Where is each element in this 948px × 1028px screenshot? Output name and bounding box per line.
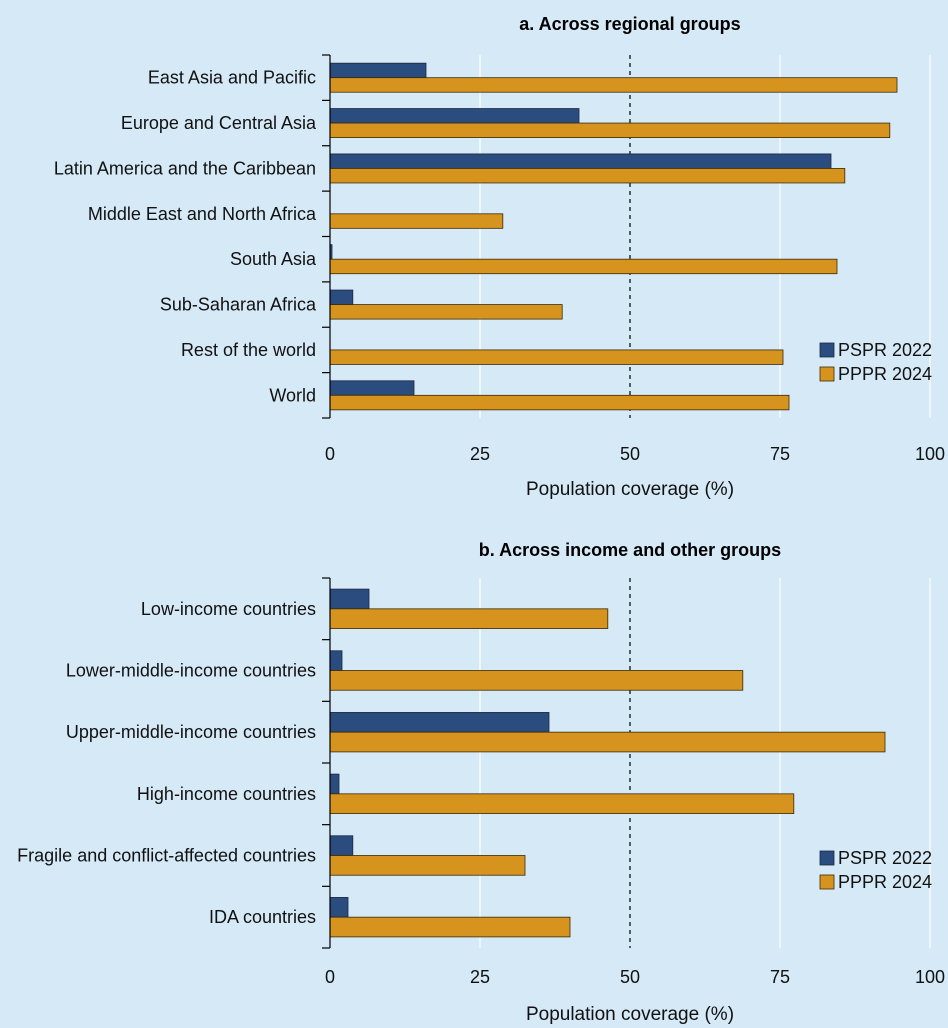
x-axis-label: Population coverage (%) bbox=[526, 479, 734, 500]
chart-title: a. Across regional groups bbox=[519, 14, 740, 34]
category-label: East Asia and Pacific bbox=[148, 68, 316, 88]
legend: PSPR 2022 PPPR 2024 bbox=[819, 340, 932, 384]
bar-pppr-2024 bbox=[329, 349, 784, 365]
legend-label: PSPR 2022 bbox=[838, 340, 932, 360]
legend-swatch bbox=[819, 850, 835, 866]
category-label: Low-income countries bbox=[141, 599, 316, 619]
legend: PSPR 2022 PPPR 2024 bbox=[819, 848, 932, 892]
legend-label: PSPR 2022 bbox=[838, 848, 932, 868]
bar-pspr-2022 bbox=[329, 62, 427, 79]
category-label: Middle East and North Africa bbox=[88, 204, 317, 224]
category-label: Lower-middle-income countries bbox=[66, 661, 316, 681]
x-tick-label: 25 bbox=[470, 967, 490, 987]
chart-panel-b: b. Across income and other groups Low-inc… bbox=[17, 540, 945, 1025]
bar-pppr-2024 bbox=[329, 213, 504, 229]
bar-pspr-2022 bbox=[329, 773, 340, 795]
category-label: Latin America and the Caribbean bbox=[54, 158, 316, 178]
x-axis-label: Population coverage (%) bbox=[526, 1004, 734, 1025]
legend-swatch bbox=[819, 366, 835, 382]
x-tick-label: 0 bbox=[325, 967, 335, 987]
bar-pppr-2024 bbox=[329, 916, 571, 938]
bar-pppr-2024 bbox=[329, 304, 563, 320]
category-label: IDA countries bbox=[209, 907, 316, 927]
chart-title: b. Across income and other groups bbox=[479, 540, 781, 560]
bar-pppr-2024 bbox=[329, 731, 886, 753]
bar-pppr-2024 bbox=[329, 608, 609, 629]
x-tick-label: 75 bbox=[770, 444, 790, 464]
legend-swatch bbox=[819, 342, 835, 358]
bar-pppr-2024 bbox=[329, 168, 846, 184]
category-label: High-income countries bbox=[137, 784, 316, 804]
bar-pspr-2022 bbox=[329, 712, 550, 733]
bar-pppr-2024 bbox=[329, 258, 838, 275]
bar-pppr-2024 bbox=[329, 855, 526, 876]
x-tick-label: 0 bbox=[325, 444, 335, 464]
legend-label: PPPR 2024 bbox=[838, 364, 932, 384]
x-tick-label: 50 bbox=[620, 967, 640, 987]
bar-pppr-2024 bbox=[329, 793, 795, 814]
legend-label: PPPR 2024 bbox=[838, 872, 932, 892]
x-tick-label: 100 bbox=[915, 444, 945, 464]
bar-pspr-2022 bbox=[329, 153, 832, 169]
category-label: Sub-Saharan Africa bbox=[160, 295, 317, 315]
bar-pppr-2024 bbox=[329, 77, 898, 93]
x-tick-label: 25 bbox=[470, 444, 490, 464]
category-label: Fragile and conflict-affected countries bbox=[17, 846, 316, 866]
category-label: World bbox=[269, 385, 316, 405]
legend-swatch bbox=[819, 874, 835, 890]
bar-pspr-2022 bbox=[329, 835, 354, 856]
category-label: Upper-middle-income countries bbox=[66, 722, 316, 742]
x-tick-label: 50 bbox=[620, 444, 640, 464]
bar-pspr-2022 bbox=[329, 289, 354, 305]
bar-pspr-2022 bbox=[329, 108, 580, 124]
bar-pspr-2022 bbox=[329, 588, 370, 610]
x-tick-label: 75 bbox=[770, 967, 790, 987]
category-label: Europe and Central Asia bbox=[121, 113, 317, 133]
bar-pppr-2024 bbox=[329, 394, 790, 411]
category-label: South Asia bbox=[230, 249, 317, 269]
category-label: Rest of the world bbox=[181, 340, 316, 360]
bar-pspr-2022 bbox=[329, 380, 415, 396]
bar-pppr-2024 bbox=[329, 122, 891, 138]
x-tick-label: 100 bbox=[915, 967, 945, 987]
bar-pspr-2022 bbox=[329, 650, 343, 671]
bar-pppr-2024 bbox=[329, 670, 744, 691]
bar-pspr-2022 bbox=[329, 897, 349, 918]
chart-panel-a: a. Across regional groups East Asia and P… bbox=[54, 14, 945, 500]
